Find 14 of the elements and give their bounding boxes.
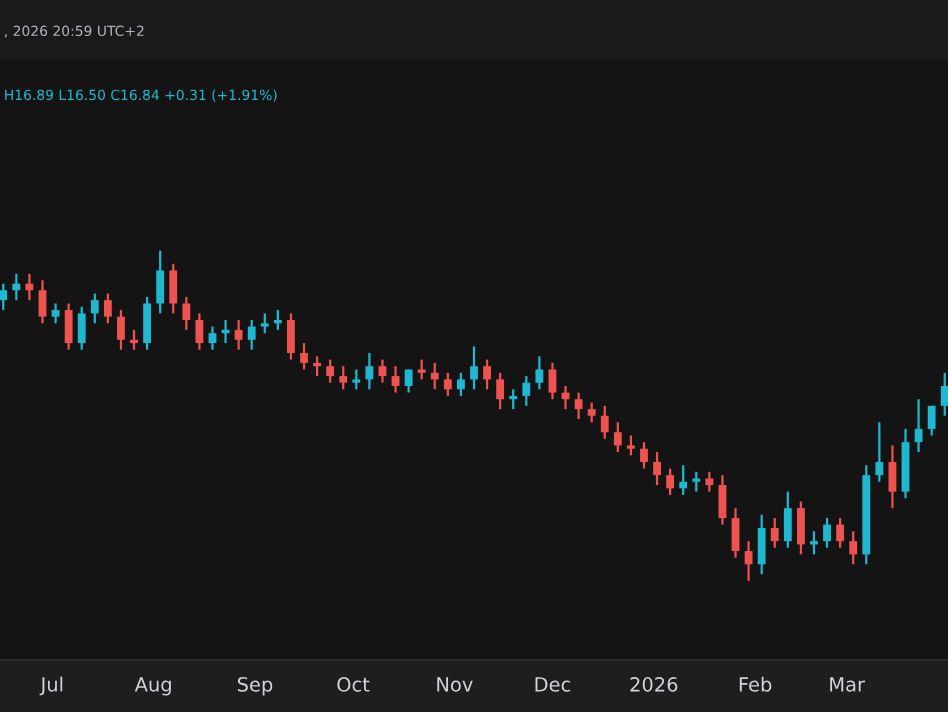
x-tick-label: 2026 — [630, 677, 678, 692]
candlestick — [692, 470, 701, 493]
candlestick — [260, 312, 269, 335]
x-tick-label: Dec — [535, 677, 571, 692]
x-tick-label: Nov — [437, 677, 473, 692]
candlestick — [417, 358, 426, 381]
x-tick-label: Sep — [237, 677, 273, 696]
candlestick — [626, 434, 635, 457]
x-tick-label: Oct — [337, 677, 370, 692]
x-tick-label: Aug — [134, 677, 171, 696]
x-tick-label: Feb — [739, 676, 772, 692]
x-tick-label: Mar — [830, 677, 865, 692]
candlestick — [352, 368, 361, 391]
x-tick-label: Jul — [39, 676, 63, 696]
